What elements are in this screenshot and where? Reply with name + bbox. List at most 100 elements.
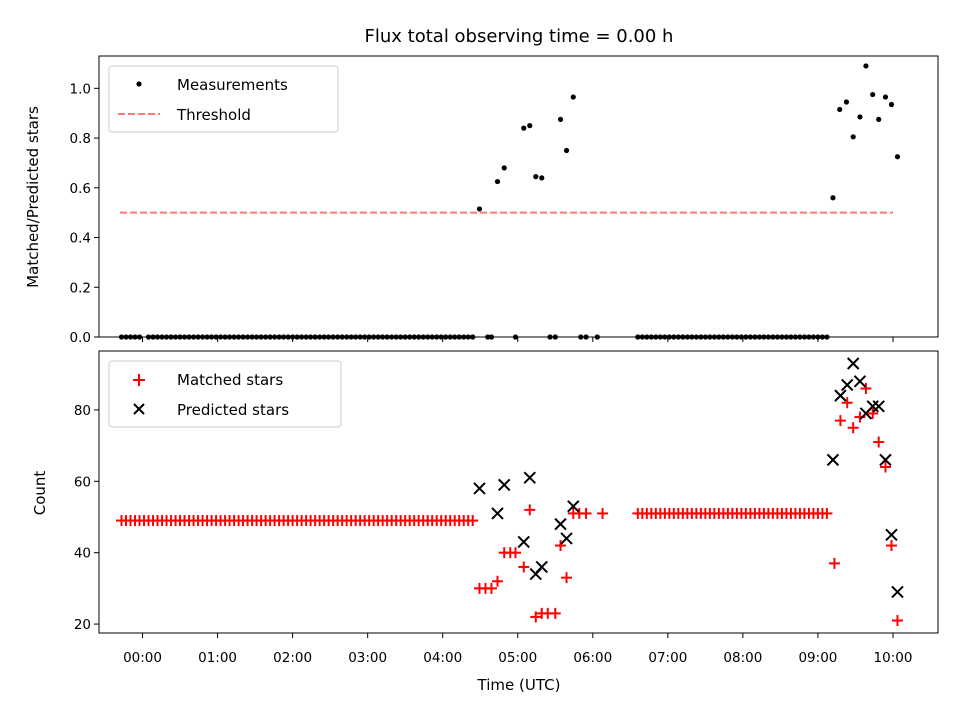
measurement-point (557, 116, 564, 123)
bottom-xtick-label: 00:00 (123, 650, 162, 666)
matched-star-point (524, 504, 536, 516)
matched-star-point (860, 382, 872, 394)
matched-star-point (821, 507, 833, 519)
bottom-xtick-label: 10:00 (874, 650, 913, 666)
chart-title: Flux total observing time = 0.00 h (365, 26, 674, 47)
measurement-point (563, 147, 570, 154)
bottom-ytick-label: 40 (74, 546, 91, 562)
measurement-point (830, 195, 836, 201)
measurement-point (570, 94, 576, 100)
predicted-star-point (885, 528, 898, 542)
matched-star-point (879, 461, 891, 473)
bottom-legend: Matched stars Predicted stars (108, 360, 342, 428)
bottom-xtick-label: 07:00 (648, 650, 687, 666)
matched-star-point (580, 507, 592, 519)
legend-predicted-marker (133, 403, 145, 415)
top-legend-box (108, 65, 339, 133)
measurement-point (876, 116, 882, 123)
matched-star-point (873, 436, 885, 448)
predicted-star-point (517, 535, 530, 549)
legend-matched-marker (133, 374, 145, 386)
top-plot: 0.0 0.2 0.4 0.6 0.8 1.0 Matched/Predicted sta… (24, 55, 939, 346)
bottom-ytick-label: 60 (74, 474, 91, 490)
matched-star-point (828, 557, 840, 569)
matched-star-point (491, 575, 503, 587)
matched-star-point (867, 407, 879, 419)
measurement-point (857, 114, 863, 120)
bottom-axes-frame (98, 350, 939, 634)
measurement-point (863, 63, 869, 69)
matched-star-point (847, 422, 859, 434)
bottom-data-layer (116, 357, 904, 627)
top-legend: Measurements Threshold (108, 65, 339, 133)
bottom-ylabel: Count (31, 471, 49, 516)
predicted-star-point (523, 471, 536, 484)
matched-star-point (597, 507, 609, 519)
bottom-legend-box (108, 360, 342, 428)
bottom-xtick-label: 08:00 (723, 650, 762, 666)
measurement-point (521, 125, 527, 131)
matched-star-point (518, 561, 530, 573)
legend-matched-label: Matched stars (177, 371, 283, 389)
predicted-star-point (853, 375, 867, 388)
top-ytick-label: 1.0 (70, 81, 91, 97)
top-y-axis: 0.0 0.2 0.4 0.6 0.8 1.0 (70, 81, 99, 346)
predicted-star-point (840, 378, 854, 392)
measurement-point (533, 174, 539, 180)
predicted-star-point (879, 453, 892, 467)
bottom-ytick-label: 80 (74, 403, 91, 419)
predicted-star-point (498, 478, 511, 492)
measurement-point (494, 178, 501, 185)
predicted-star-point (834, 389, 847, 402)
top-axes-frame (98, 55, 939, 338)
bottom-y-axis: 20 40 60 80 (74, 403, 99, 633)
measurement-point (539, 175, 545, 181)
measurement-point (837, 106, 843, 113)
top-ytick-label: 0.4 (70, 231, 91, 247)
matched-star-point (834, 415, 846, 427)
top-ytick-label: 0.8 (70, 131, 91, 147)
matched-star-point (530, 611, 542, 623)
top-ytick-label: 0.2 (70, 280, 91, 296)
legend-predicted-label: Predicted stars (177, 401, 289, 419)
measurement-point (476, 206, 483, 212)
predicted-star-point (891, 585, 904, 599)
bottom-xtick-label: 01:00 (198, 650, 237, 666)
bottom-ytick-label: 20 (74, 617, 91, 633)
predicted-star-point (560, 532, 573, 545)
measurement-point (850, 134, 856, 140)
top-x-ticks (142, 337, 894, 342)
predicted-star-point (535, 560, 548, 574)
predicted-star-point (554, 517, 567, 531)
legend-threshold-label: Threshold (176, 106, 251, 124)
matched-star-point (885, 540, 897, 552)
predicted-star-point (491, 507, 504, 520)
predicted-star-point (826, 453, 840, 467)
predicted-star-point (872, 400, 885, 413)
bottom-xtick-label: 03:00 (348, 650, 387, 666)
measurement-point (888, 101, 895, 108)
predicted-star-point (567, 500, 580, 513)
legend-measurements-label: Measurements (177, 76, 288, 94)
bottom-xtick-label: 05:00 (498, 650, 537, 666)
matched-star-point (485, 582, 497, 594)
matched-star-point (891, 615, 903, 627)
bottom-xtick-label: 06:00 (573, 650, 612, 666)
measurement-point (843, 99, 850, 105)
predicted-star-point (846, 357, 860, 370)
bottom-xlabel: Time (UTC) (477, 676, 561, 694)
bottom-x-axis: 00:00 01:00 02:00 03:00 04:00 05:00 06:00 07:00… (123, 633, 912, 666)
legend-measurements-marker (136, 81, 142, 87)
measurement-point (882, 94, 889, 100)
matched-star-point (555, 540, 567, 552)
measurement-point (870, 91, 876, 98)
top-ytick-label: 0.0 (70, 330, 91, 346)
matched-star-point (509, 547, 521, 559)
bottom-xtick-label: 04:00 (423, 650, 462, 666)
measurement-point (501, 165, 507, 171)
matched-star-point (841, 397, 853, 409)
predicted-star-point (473, 482, 486, 495)
measurement-point (894, 154, 901, 160)
